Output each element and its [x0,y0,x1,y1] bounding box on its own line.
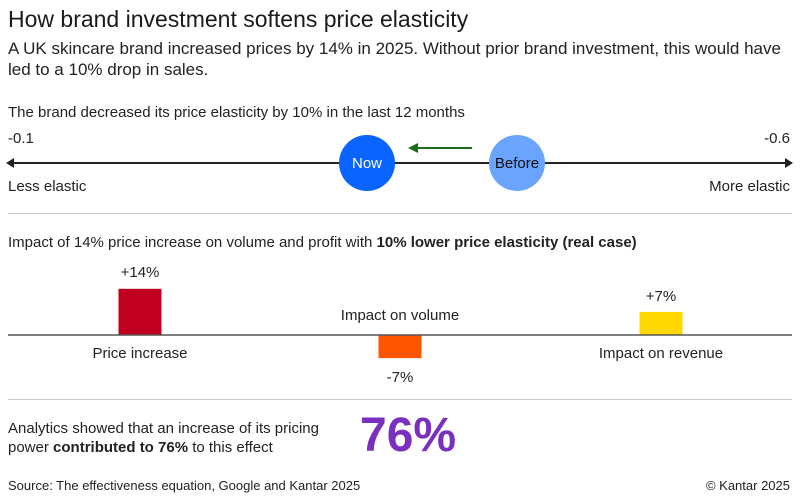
right-value: -0.6 [764,130,790,147]
bar-price-increase [118,288,162,335]
analytics-line2: power contributed to 76% to this effect [8,438,319,457]
source: Source: The effectiveness equation, Goog… [8,478,361,493]
bar-impact-on-volume [378,335,422,359]
impact-heading-text: Impact of 14% price increase on volume a… [8,234,377,251]
before-marker [489,135,545,191]
bar-chart [8,288,792,359]
data-label-price: +14% [120,264,160,281]
analytics-line1: Analytics showed that an increase of its… [8,420,319,437]
divider [8,399,792,400]
subtitle: A UK skincare brand increased prices by … [8,39,781,79]
before-label: Before [494,155,540,172]
analytics-pre: power [8,439,54,456]
analytics-post: to this effect [188,439,273,456]
now-marker [339,135,395,191]
analytics-bold: contributed to 76% [53,439,189,456]
more-elastic-label: More elastic [709,178,790,195]
bar-impact-on-revenue [639,311,683,335]
copyright: © Kantar 2025 [705,478,790,493]
big-value: 76% [360,409,457,462]
elasticity-heading: The brand decreased its price elasticity… [8,104,465,121]
less-elastic-label: Less elastic [8,178,87,195]
data-label-revenue: +7% [645,288,677,305]
data-label-volume: -7% [386,369,414,386]
category-label-price: Price increase [92,345,188,362]
divider [8,213,792,214]
now-label: Now [351,155,383,172]
analytics-text: Analytics showed that an increase of its… [8,419,319,457]
category-label-volume: Impact on volume [340,307,460,324]
page-title: How brand investment softens price elast… [8,6,469,32]
elasticity-axis [6,158,793,168]
left-value: -0.1 [8,130,34,147]
impact-heading-bold: 10% lower price elasticity (real case) [376,234,637,251]
impact-heading: Impact of 14% price increase on volume a… [8,234,637,251]
shift-arrow [408,143,472,153]
category-label-revenue: Impact on revenue [598,345,724,362]
